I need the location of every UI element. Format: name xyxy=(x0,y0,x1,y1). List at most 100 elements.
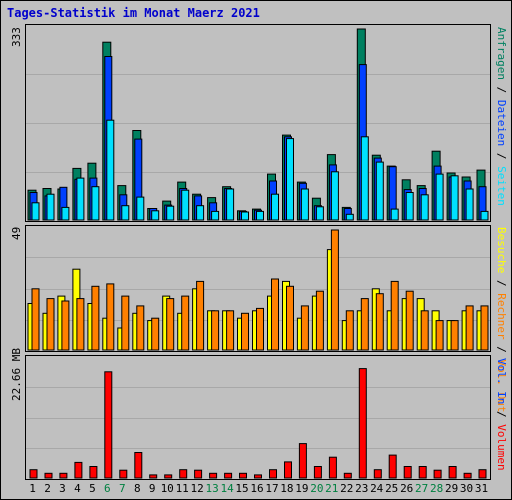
visits-chart xyxy=(26,229,490,351)
volumen-bar xyxy=(343,472,352,479)
seiten-bar xyxy=(330,171,339,221)
volumen-bar xyxy=(194,469,203,479)
volumen-bar xyxy=(239,472,247,479)
volumen-bar xyxy=(179,469,188,479)
seiten-bar xyxy=(271,193,279,221)
volumen-bar xyxy=(448,466,457,479)
volumen-bar xyxy=(463,472,472,479)
volume-chart xyxy=(26,368,490,479)
rechner-bar xyxy=(345,310,354,351)
x-tick-label: 27 xyxy=(414,482,429,495)
seiten-bar xyxy=(211,210,220,221)
x-tick-label: 18 xyxy=(280,482,294,495)
x-tick-label: 26 xyxy=(400,482,414,495)
volumen-bar xyxy=(149,474,158,479)
x-tick-label: 5 xyxy=(89,482,96,495)
seiten-bar xyxy=(91,186,100,221)
seiten-bar xyxy=(166,205,175,221)
rechner-bar xyxy=(91,285,100,351)
rechner-bar xyxy=(420,310,429,351)
volumen-bar xyxy=(254,474,262,479)
seiten-bar xyxy=(405,192,414,221)
rechner-bar xyxy=(31,288,40,351)
seiten-bar xyxy=(480,210,489,221)
seiten-bar xyxy=(241,211,249,221)
seiten-bar xyxy=(121,205,130,221)
x-tick-label: 13 xyxy=(205,482,219,495)
rechner-bar xyxy=(226,310,235,351)
legend-rechner: Rechner xyxy=(495,293,508,340)
volumen-bar xyxy=(209,472,218,479)
x-tick-label: 16 xyxy=(250,482,264,495)
x-tick-label: 17 xyxy=(265,482,279,495)
x-axis-labels: 1 2 3 4 5 6 7 8 9 10 11 12 13 14 15 16 17 18 19 20 21 22 23 24 2… xyxy=(25,482,491,496)
x-tick-label: 20 xyxy=(310,482,324,495)
rechner-bar xyxy=(360,298,369,351)
volumen-bar xyxy=(224,472,233,479)
rechner-bar xyxy=(286,285,294,351)
volume-ymax-label: 22.66 MB xyxy=(10,348,23,401)
rechner-bar xyxy=(166,298,175,351)
rechner-bar xyxy=(405,290,414,351)
rechner-bar xyxy=(61,300,70,351)
seiten-bar xyxy=(181,189,190,221)
rechner-bar xyxy=(181,295,190,351)
legend-sep: / xyxy=(495,273,508,294)
legend-anfragen: Anfragen xyxy=(495,27,508,80)
volumen-bar xyxy=(433,469,442,479)
x-tick-label: 31 xyxy=(474,482,489,495)
rechner-bar xyxy=(375,293,384,351)
rechner-bar xyxy=(241,312,249,351)
legend-volumen: Volumen xyxy=(495,424,508,471)
rechner-bar xyxy=(300,305,309,351)
seiten-bar xyxy=(300,188,309,221)
volumen-bar xyxy=(74,461,83,479)
x-tick-label: 2 xyxy=(44,482,51,495)
volumen-bar xyxy=(164,474,173,479)
seiten-bar xyxy=(286,138,294,221)
x-tick-label: 10 xyxy=(160,482,174,495)
rechner-bar xyxy=(106,283,115,351)
seiten-bar xyxy=(31,202,40,221)
seiten-bar xyxy=(46,193,55,221)
x-tick-label: 4 xyxy=(74,482,81,495)
x-tick-label: 14 xyxy=(220,482,234,495)
x-tick-label: 30 xyxy=(459,482,474,495)
rechner-bar xyxy=(76,298,85,351)
seiten-bar xyxy=(76,177,85,221)
x-tick-label: 1 xyxy=(29,482,36,495)
volumen-bar xyxy=(358,368,367,479)
volumen-bar xyxy=(418,466,427,479)
volumen-bar xyxy=(269,469,277,479)
seiten-bar xyxy=(315,206,324,221)
x-tick-label: 12 xyxy=(190,482,204,495)
legend-seiten: Seiten xyxy=(495,166,508,206)
rechner-bar xyxy=(151,317,160,351)
rechner-bar xyxy=(136,305,145,351)
volumen-bar xyxy=(119,469,128,479)
seiten-bar xyxy=(450,175,459,221)
volumen-bar xyxy=(313,466,322,479)
volumen-bar xyxy=(89,466,98,479)
volumen-bar xyxy=(403,466,412,479)
seiten-bar xyxy=(375,161,384,221)
legend-top: Anfragen / Dateien / Seiten xyxy=(495,27,508,206)
seiten-bar xyxy=(390,208,399,221)
seiten-bar xyxy=(465,188,474,221)
legend-sep: / xyxy=(495,404,508,425)
requests-chart xyxy=(26,28,490,221)
x-tick-label: 9 xyxy=(148,482,156,495)
seiten-bar xyxy=(345,213,354,221)
seiten-bar xyxy=(420,194,429,221)
seiten-bar xyxy=(61,206,70,221)
seiten-bar xyxy=(151,210,160,221)
x-tick-label: 23 xyxy=(355,482,369,495)
legend-sep: / xyxy=(495,79,508,100)
visits-panel xyxy=(25,225,491,352)
chart-title: Tages-Statistik im Monat Maerz 2021 xyxy=(7,6,260,20)
rechner-bar xyxy=(196,280,205,351)
x-tick-label: 8 xyxy=(133,482,141,495)
volumen-bar xyxy=(284,461,292,479)
volumen-bar xyxy=(373,469,382,479)
requests-panel xyxy=(25,24,491,222)
